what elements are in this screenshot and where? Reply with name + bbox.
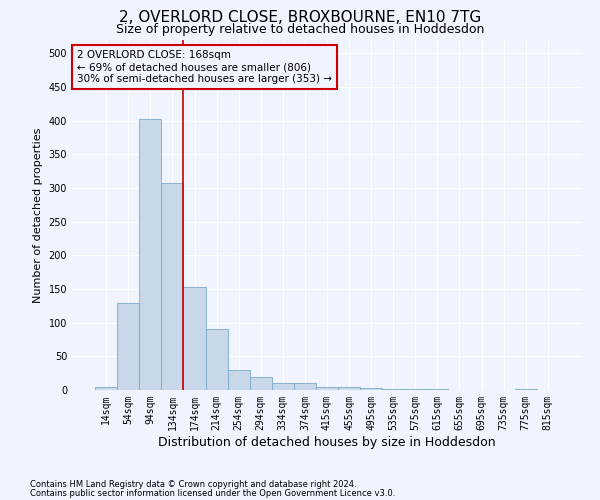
Bar: [294, 382, 316, 390]
Bar: [161, 182, 184, 390]
X-axis label: Distribution of detached houses by size in Hoddesdon: Distribution of detached houses by size …: [158, 436, 496, 448]
Y-axis label: Number of detached properties: Number of detached properties: [33, 128, 43, 302]
Bar: [184, 287, 206, 390]
Bar: [227, 370, 250, 390]
Bar: [382, 388, 404, 390]
Bar: [272, 384, 294, 390]
Bar: [117, 302, 139, 390]
Text: 2 OVERLORD CLOSE: 168sqm
← 69% of detached houses are smaller (806)
30% of semi-: 2 OVERLORD CLOSE: 168sqm ← 69% of detach…: [77, 50, 332, 84]
Bar: [338, 386, 360, 390]
Bar: [250, 377, 272, 390]
Bar: [360, 388, 382, 390]
Bar: [206, 329, 227, 390]
Text: 2, OVERLORD CLOSE, BROXBOURNE, EN10 7TG: 2, OVERLORD CLOSE, BROXBOURNE, EN10 7TG: [119, 10, 481, 25]
Text: Size of property relative to detached houses in Hoddesdon: Size of property relative to detached ho…: [116, 22, 484, 36]
Bar: [316, 386, 338, 390]
Text: Contains public sector information licensed under the Open Government Licence v3: Contains public sector information licen…: [30, 488, 395, 498]
Text: Contains HM Land Registry data © Crown copyright and database right 2024.: Contains HM Land Registry data © Crown c…: [30, 480, 356, 489]
Bar: [95, 386, 117, 390]
Bar: [139, 118, 161, 390]
